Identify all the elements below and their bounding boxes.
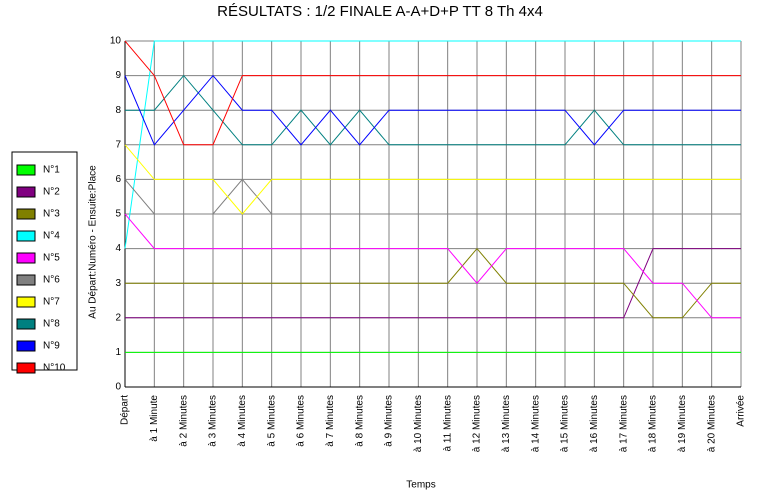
series-line xyxy=(124,40,741,249)
x-tick-label: à 18 Minutes xyxy=(648,395,659,452)
legend-label: N°4 xyxy=(43,231,60,242)
x-tick-label: à 2 Minutes xyxy=(178,395,189,447)
x-tick-label: Arrivée xyxy=(736,395,747,427)
legend-swatch xyxy=(16,186,36,198)
x-tick-label: à 11 Minutes xyxy=(442,395,453,452)
legend-swatch xyxy=(16,274,36,286)
x-tick-label: à 4 Minutes xyxy=(237,395,248,447)
legend-label: N°8 xyxy=(43,319,60,330)
legend-swatch xyxy=(16,296,36,308)
chart-title: RÉSULTATS : 1/2 FINALE A-A+D+P TT 8 Th 4… xyxy=(217,3,543,20)
x-tick-label: à 20 Minutes xyxy=(706,395,717,452)
x-tick-label: à 10 Minutes xyxy=(413,395,424,452)
x-tick-label: à 6 Minutes xyxy=(296,395,307,447)
legend-label: N°6 xyxy=(43,275,60,286)
y-tick-label: 2 xyxy=(115,312,121,323)
y-tick-label: 10 xyxy=(110,36,122,47)
legend-swatch xyxy=(16,340,36,352)
series-line xyxy=(124,144,741,215)
legend-swatch xyxy=(16,252,36,264)
x-tick-label: à 3 Minutes xyxy=(208,395,219,447)
x-tick-label: à 12 Minutes xyxy=(472,395,483,452)
series-line xyxy=(125,248,741,319)
legend-label: N°9 xyxy=(43,341,60,352)
x-tick-label: à 13 Minutes xyxy=(501,395,512,452)
x-tick-label: à 16 Minutes xyxy=(589,395,600,452)
x-tick-label: à 8 Minutes xyxy=(354,395,365,447)
legend-label: N°2 xyxy=(43,187,60,198)
y-axis-title: Au Départ:Numéro - Ensuite:Place xyxy=(88,165,99,319)
y-tick-label: 0 xyxy=(115,382,121,393)
legend-label: N°5 xyxy=(43,253,60,264)
x-tick-label: à 17 Minutes xyxy=(618,395,629,452)
x-tick-label: à 1 Minute xyxy=(149,395,160,442)
y-tick-label: 6 xyxy=(115,174,121,185)
y-tick-label: 8 xyxy=(115,105,121,116)
series-line xyxy=(124,40,741,146)
series-line xyxy=(124,213,741,319)
legend-swatch xyxy=(16,318,36,330)
x-tick-label: à 14 Minutes xyxy=(530,395,541,452)
x-axis-title: Temps xyxy=(406,480,435,491)
legend-swatch xyxy=(16,362,36,374)
x-tick-label: à 15 Minutes xyxy=(560,395,571,452)
legend-label: N°10 xyxy=(43,363,66,374)
legend-swatch xyxy=(16,230,36,242)
y-tick-label: 7 xyxy=(115,139,121,150)
legend-swatch xyxy=(16,208,36,220)
y-tick-label: 3 xyxy=(115,278,121,289)
legend-label: N°7 xyxy=(43,297,60,308)
series-line xyxy=(125,74,741,146)
legend-label: N°3 xyxy=(43,209,60,220)
x-tick-label: Départ xyxy=(120,395,131,425)
x-tick-label: à 7 Minutes xyxy=(325,395,336,447)
y-tick-label: 9 xyxy=(115,70,121,81)
series-line xyxy=(125,247,741,319)
y-tick-label: 4 xyxy=(115,243,121,254)
y-tick-label: 5 xyxy=(115,209,121,220)
series-line xyxy=(124,74,741,146)
y-tick-label: 1 xyxy=(115,347,121,358)
x-tick-label: à 5 Minutes xyxy=(266,395,277,447)
x-tick-label: à 19 Minutes xyxy=(677,395,688,452)
legend-label: N°1 xyxy=(43,165,60,176)
x-tick-label: à 9 Minutes xyxy=(384,395,395,447)
legend-swatch xyxy=(16,164,36,176)
